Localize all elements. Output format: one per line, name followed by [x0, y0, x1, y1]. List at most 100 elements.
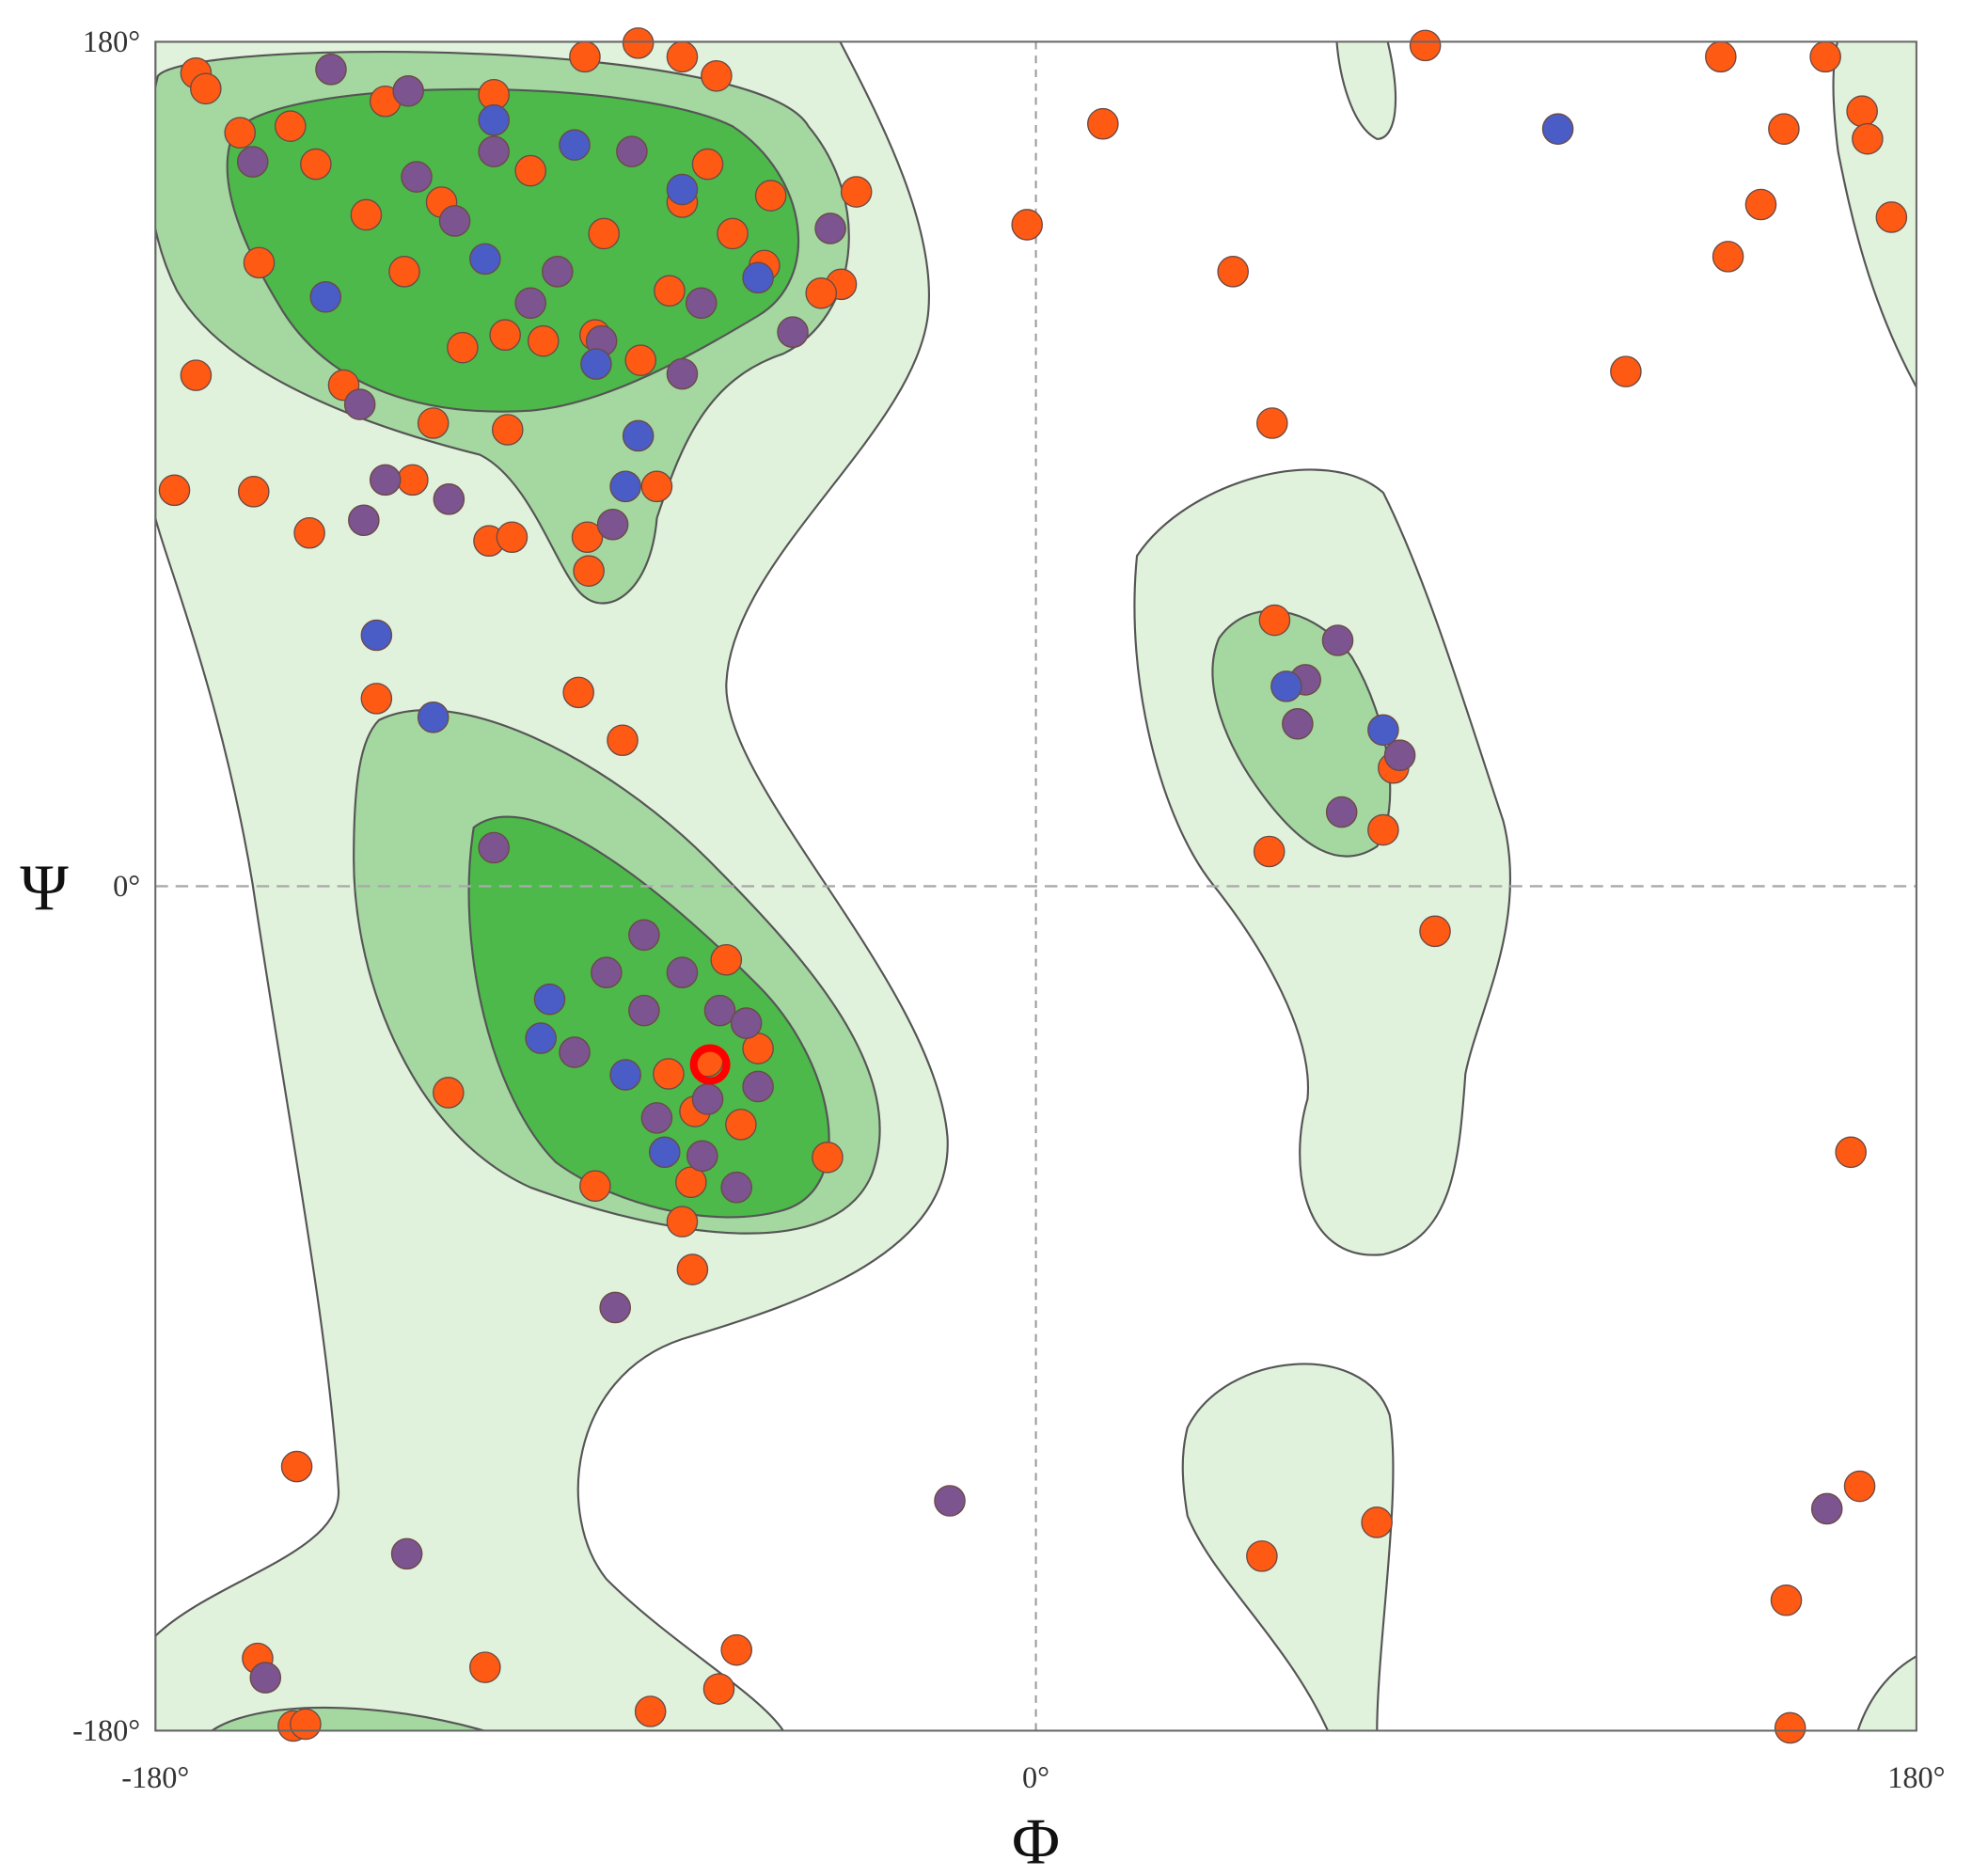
x-tick-label: 180° [1887, 1760, 1945, 1794]
point [675, 1166, 707, 1199]
allowed-region [1181, 1363, 1395, 1731]
point [609, 1059, 641, 1091]
point [691, 1083, 724, 1115]
x-tick-label: -180° [121, 1760, 189, 1794]
point [1409, 29, 1442, 62]
point [1610, 355, 1642, 387]
point [742, 261, 774, 294]
point [579, 1170, 611, 1203]
point [350, 198, 383, 231]
point [1282, 708, 1314, 740]
x-tick-label: 0° [1022, 1760, 1049, 1794]
point [514, 154, 547, 187]
y-tick-label: -180° [72, 1713, 140, 1747]
point [224, 117, 257, 149]
point [777, 316, 809, 348]
point [742, 1070, 774, 1103]
core-region [226, 87, 800, 413]
point [654, 275, 686, 307]
point [666, 956, 699, 989]
point [275, 110, 307, 142]
point [489, 319, 521, 351]
point [237, 476, 270, 508]
point [1419, 915, 1451, 948]
point [469, 243, 501, 276]
point [1774, 1711, 1806, 1744]
point [622, 419, 655, 452]
point [1852, 122, 1884, 155]
point [702, 1673, 735, 1705]
y-tick-label: 180° [83, 24, 140, 58]
point [1835, 1136, 1867, 1169]
point [730, 1007, 763, 1039]
point [417, 407, 450, 439]
point [701, 60, 733, 92]
point [628, 919, 660, 952]
point [397, 464, 429, 497]
point [580, 348, 612, 380]
point [1258, 604, 1291, 637]
point [542, 256, 574, 288]
highlight-point [689, 1044, 731, 1085]
allowed-region [1832, 41, 1917, 389]
point [369, 464, 402, 497]
point [569, 40, 601, 73]
point [433, 1077, 465, 1109]
point [640, 470, 673, 503]
point [1770, 1584, 1803, 1616]
point [725, 1109, 757, 1141]
point [158, 474, 191, 507]
point [1367, 714, 1399, 747]
point [686, 1140, 718, 1173]
point [1361, 1506, 1393, 1538]
point [293, 516, 325, 549]
point [717, 217, 749, 250]
point [1246, 1540, 1278, 1572]
point [417, 702, 450, 733]
point [666, 1206, 699, 1238]
point [514, 287, 547, 320]
point [447, 331, 479, 364]
point [666, 357, 699, 390]
point [392, 74, 424, 107]
point [1270, 670, 1302, 702]
point [1011, 209, 1043, 241]
point [634, 1695, 667, 1727]
point [390, 1537, 423, 1570]
point [1256, 407, 1288, 439]
point [691, 148, 724, 181]
point [1843, 1470, 1876, 1503]
point [348, 504, 380, 537]
point [559, 1036, 591, 1068]
point [315, 54, 347, 86]
y-axis-title: Ψ [20, 852, 69, 924]
point [648, 1136, 681, 1169]
point [599, 1291, 631, 1324]
point [280, 1450, 313, 1483]
point [703, 994, 736, 1027]
point [243, 246, 276, 279]
point [433, 483, 465, 515]
point [1809, 40, 1841, 73]
point [343, 388, 376, 420]
point [360, 683, 393, 715]
point [676, 1253, 709, 1285]
point [1846, 95, 1878, 128]
point [624, 344, 657, 376]
point [1325, 796, 1358, 828]
point [180, 359, 213, 391]
point [309, 280, 342, 313]
point [812, 1142, 844, 1174]
grid [155, 41, 1917, 1731]
point [491, 414, 524, 446]
x-axis-title: Φ [1012, 1806, 1060, 1876]
point [236, 146, 269, 178]
point [1768, 113, 1800, 145]
point [573, 555, 605, 587]
point [527, 324, 560, 357]
point [478, 135, 510, 167]
point [496, 521, 528, 554]
point [1541, 113, 1574, 145]
point [1705, 40, 1737, 73]
